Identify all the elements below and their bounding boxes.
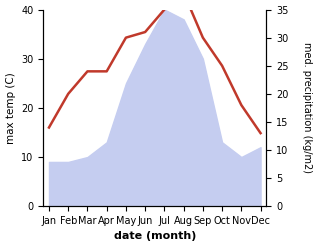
X-axis label: date (month): date (month) [114,231,196,242]
Y-axis label: med. precipitation (kg/m2): med. precipitation (kg/m2) [302,42,313,173]
Y-axis label: max temp (C): max temp (C) [5,72,16,144]
